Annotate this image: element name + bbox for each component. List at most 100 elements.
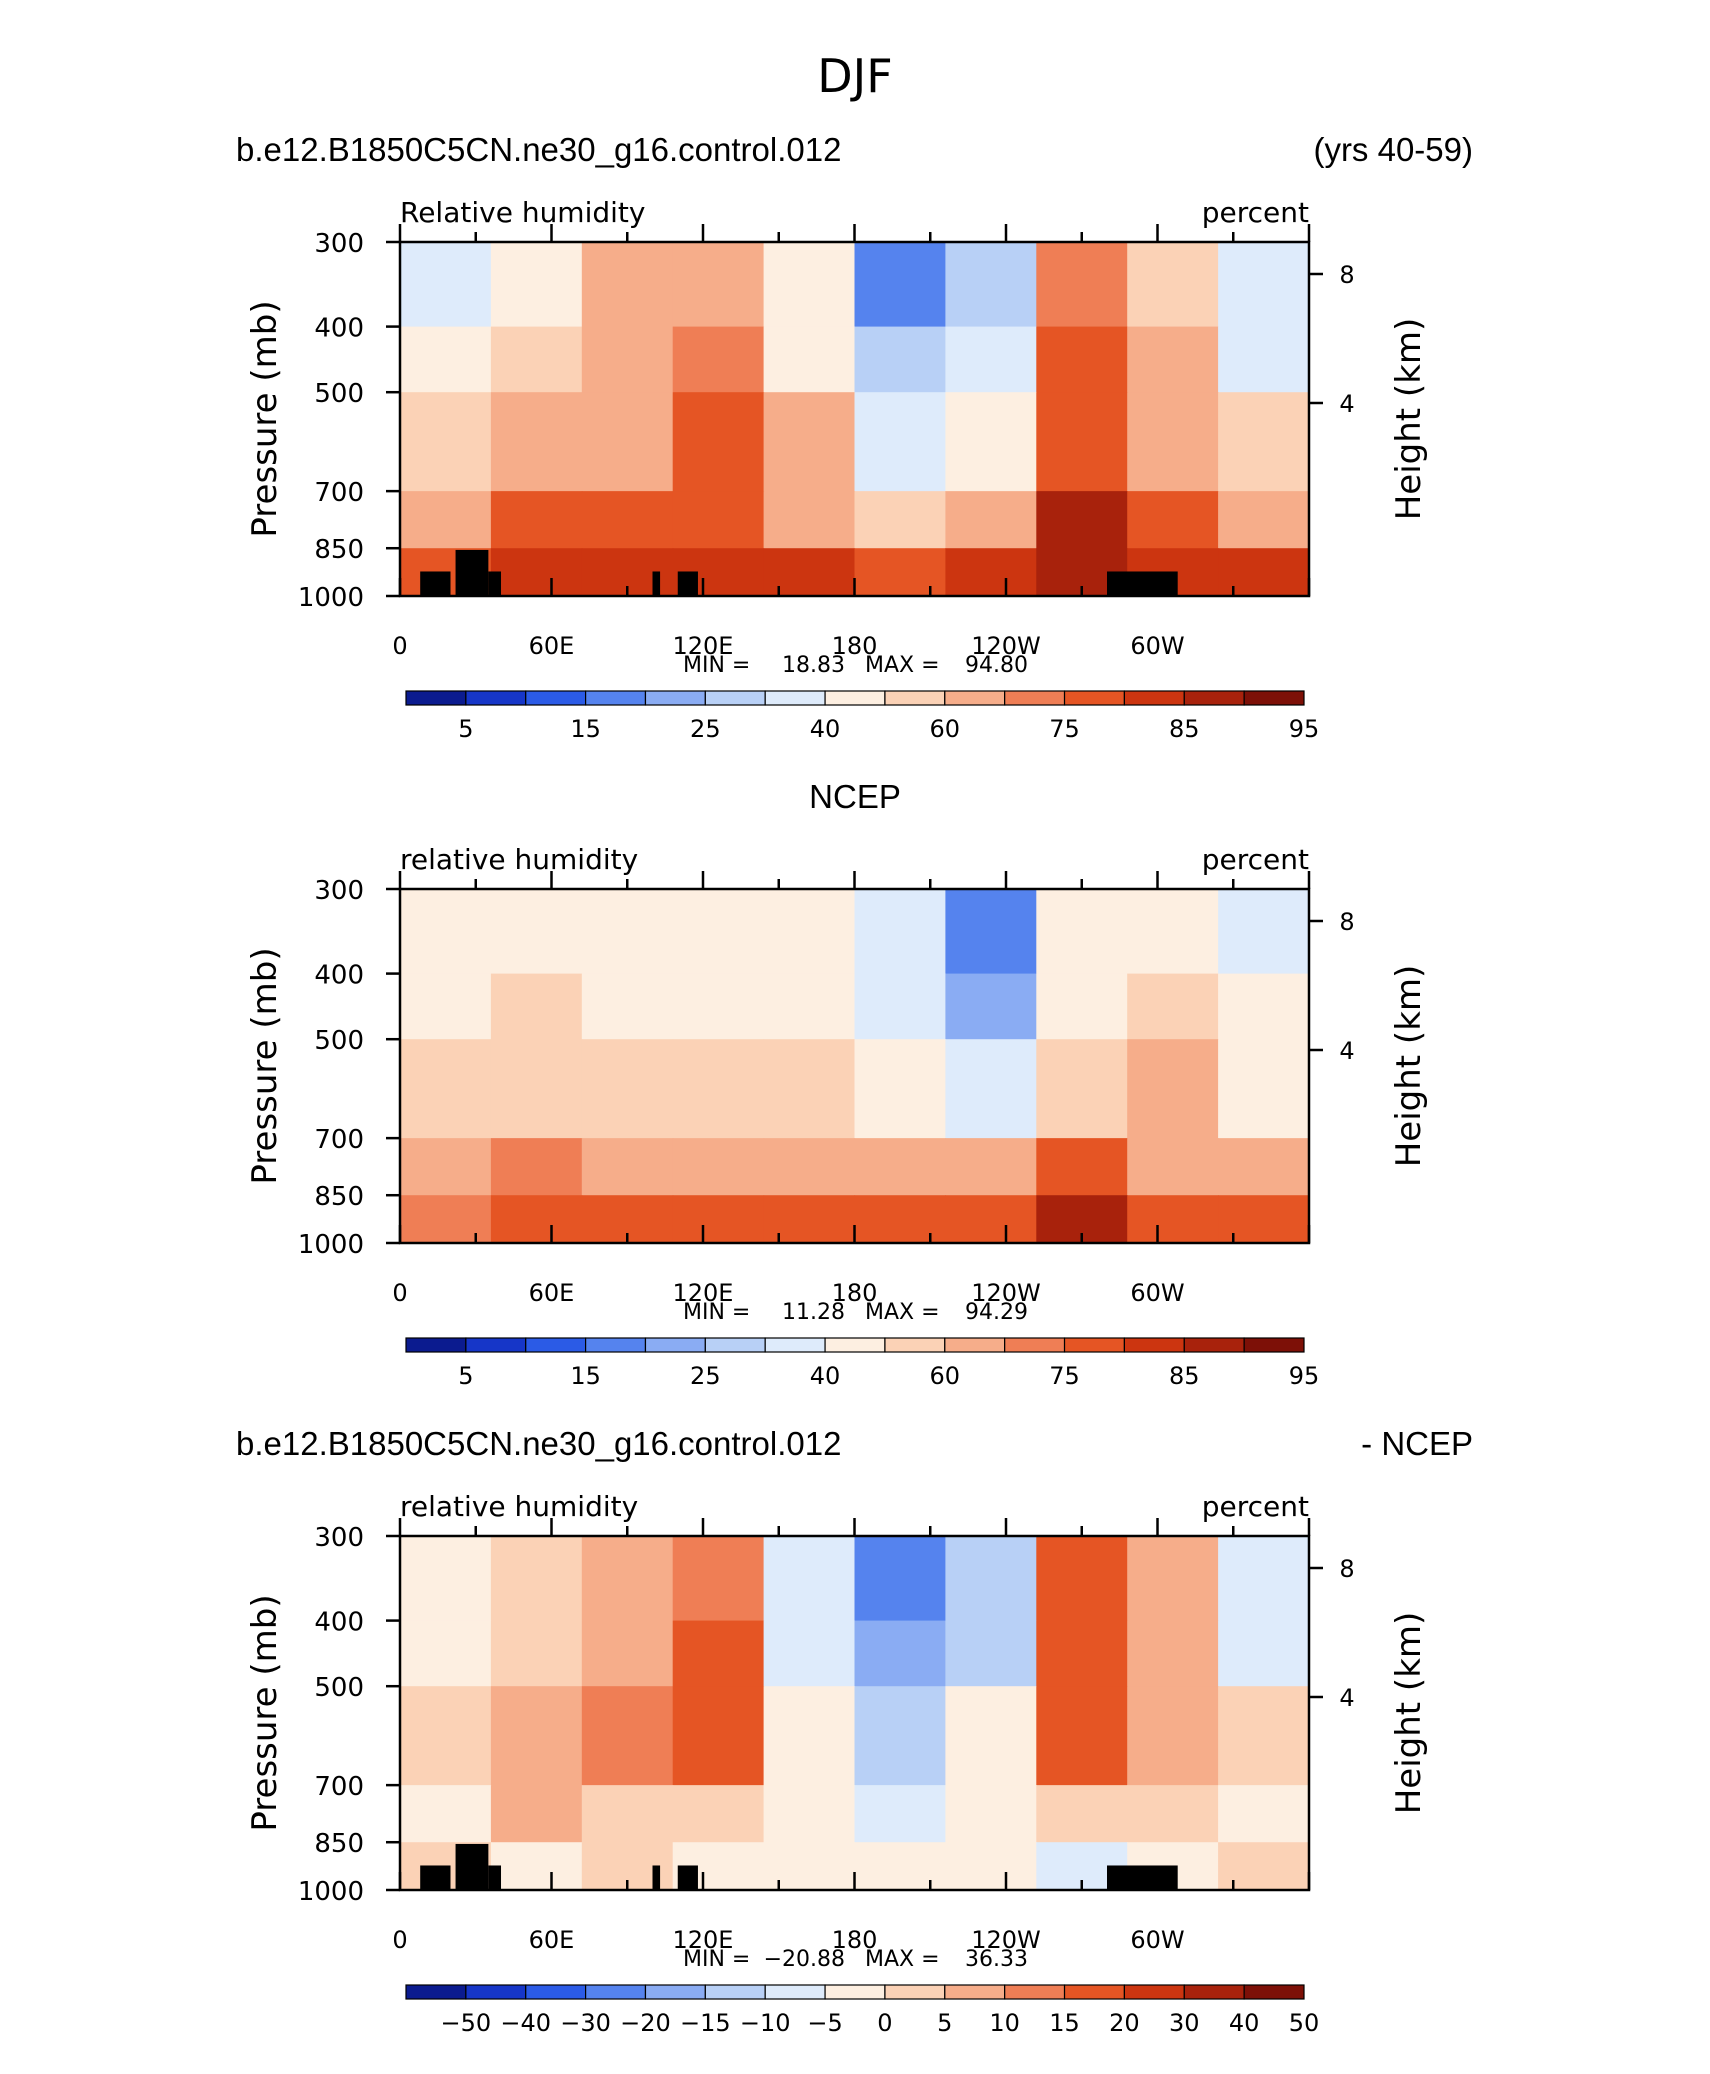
- heatmap-cell: [490, 889, 583, 975]
- heatmap-cell: [400, 1195, 492, 1244]
- longitude-tick-label: 60W: [1130, 632, 1184, 660]
- topography-mask: [420, 571, 451, 596]
- heatmap-cell: [1127, 973, 1219, 1040]
- panel-case-title: b.e12.B1850C5CN.ne30_g16.control.012: [236, 1425, 841, 1462]
- pressure-tick-label: 1000: [298, 583, 364, 613]
- heatmap-cell: [1218, 1195, 1310, 1244]
- heatmap-cell: [672, 242, 765, 328]
- longitude-tick-label: 0: [392, 1279, 407, 1307]
- longitude-tick-label: 120E: [673, 632, 734, 660]
- colorbar-label: −30: [560, 2009, 611, 2037]
- colorbar-segment: [644, 1337, 706, 1353]
- colorbar-segment: [884, 690, 946, 706]
- longitude-tick-label: 60E: [529, 1279, 575, 1307]
- heatmap-cell: [1127, 1785, 1219, 1843]
- topography-mask: [455, 549, 489, 596]
- colorbar-segment: [525, 1984, 587, 2000]
- heatmap-cell: [581, 392, 674, 492]
- colorbar-segment: [1004, 1337, 1066, 1353]
- colorbar-label: 5: [937, 2009, 952, 2037]
- colorbar-label: 60: [930, 715, 961, 743]
- heatmap-cell: [1036, 1536, 1128, 1622]
- heatmap-cell: [945, 1138, 1037, 1196]
- heatmap-cell: [400, 1138, 492, 1196]
- stat-min-label: MIN =: [683, 653, 750, 678]
- colorbar-segment: [405, 690, 467, 706]
- colorbar-segment: [1183, 690, 1245, 706]
- heatmap-cell: [1127, 242, 1219, 328]
- stat-max-value: 36.33: [965, 1947, 1028, 1972]
- topography-mask: [488, 571, 502, 596]
- heatmap-cell: [854, 973, 946, 1040]
- colorbar-segment: [405, 1984, 467, 2000]
- heatmap-field: [400, 242, 1310, 597]
- heatmap-cell: [763, 242, 856, 328]
- heatmap-cell: [672, 1686, 765, 1786]
- colorbar-segment: [764, 690, 826, 706]
- colorbar-segment: [584, 690, 647, 706]
- colorbar-label: 25: [690, 715, 721, 743]
- colorbar-segment: [525, 690, 587, 706]
- heatmap-cell: [490, 1842, 583, 1891]
- colorbar-segment: [944, 1984, 1006, 2000]
- heatmap-cell: [854, 1195, 946, 1244]
- colorbar-label: 95: [1289, 1362, 1320, 1390]
- colorbar-segment: [584, 1337, 647, 1353]
- y-axis-title: Pressure (mb): [245, 300, 285, 537]
- longitude-tick-label: 120W: [971, 1926, 1041, 1954]
- height-tick-label: 8: [1339, 261, 1354, 289]
- colorbar-segment: [1183, 1984, 1245, 2000]
- colorbar-label: 75: [1049, 1362, 1080, 1390]
- colorbar-label: 40: [810, 715, 841, 743]
- stat-min-value: 18.83: [782, 653, 845, 678]
- colorbar-label: 75: [1049, 715, 1080, 743]
- colorbar-segment: [465, 1337, 527, 1353]
- pressure-tick-label: 700: [314, 1772, 364, 1802]
- colorbar-label: 15: [570, 715, 601, 743]
- heatmap-cell: [763, 1842, 856, 1891]
- topography-mask: [652, 571, 661, 596]
- height-tick-label: 4: [1339, 1037, 1354, 1065]
- heatmap-cell: [1127, 1536, 1219, 1622]
- heatmap-cell: [672, 392, 765, 492]
- colorbar-segment: [824, 1984, 886, 2000]
- colorbar-segment: [1243, 1337, 1305, 1353]
- heatmap-cell: [1036, 392, 1128, 492]
- panel-3: b.e12.B1850C5CN.ne30_g16.control.012 - NC…: [236, 1425, 1473, 2037]
- heatmap-cell: [1127, 1138, 1219, 1196]
- heatmap-cell: [490, 1536, 583, 1622]
- colorbar-segment: [1063, 690, 1126, 706]
- heatmap-cell: [490, 973, 583, 1040]
- stat-min-value: 11.28: [782, 1300, 845, 1325]
- heatmap-cell: [763, 392, 856, 492]
- stat-max-label: MAX =: [865, 1300, 940, 1325]
- colorbar-label: 5: [458, 715, 473, 743]
- heatmap-cell: [672, 491, 765, 549]
- heatmap-cell: [1127, 1195, 1219, 1244]
- heatmap-cell: [1127, 1620, 1219, 1687]
- topography-mask: [1107, 571, 1178, 596]
- pressure-tick-label: 300: [314, 1523, 364, 1553]
- height-tick-label: 4: [1339, 1684, 1354, 1712]
- longitude-tick-label: 180: [832, 632, 878, 660]
- heatmap-field: [400, 1536, 1310, 1891]
- heatmap-cell: [672, 1138, 765, 1196]
- colorbar-segment: [944, 1337, 1006, 1353]
- pressure-tick-label: 1000: [298, 1877, 364, 1907]
- heatmap-cell: [581, 973, 674, 1040]
- heatmap-cell: [581, 889, 674, 975]
- heatmap-cell: [400, 242, 492, 328]
- heatmap-field: [400, 889, 1310, 1244]
- heatmap-cell: [1036, 973, 1128, 1040]
- colorbar: 5 15 25 40 60 75 85 95: [405, 1337, 1320, 1390]
- stat-max-label: MAX =: [865, 1947, 940, 1972]
- pressure-tick-label: 850: [314, 1829, 364, 1859]
- heatmap-cell: [945, 973, 1037, 1040]
- heatmap-cell: [945, 889, 1037, 975]
- colorbar-segment: [1243, 1984, 1305, 2000]
- heatmap-cell: [854, 1536, 946, 1622]
- figure-title: DJF: [817, 49, 892, 103]
- heatmap-cell: [763, 1620, 856, 1687]
- topography-mask: [677, 1865, 698, 1890]
